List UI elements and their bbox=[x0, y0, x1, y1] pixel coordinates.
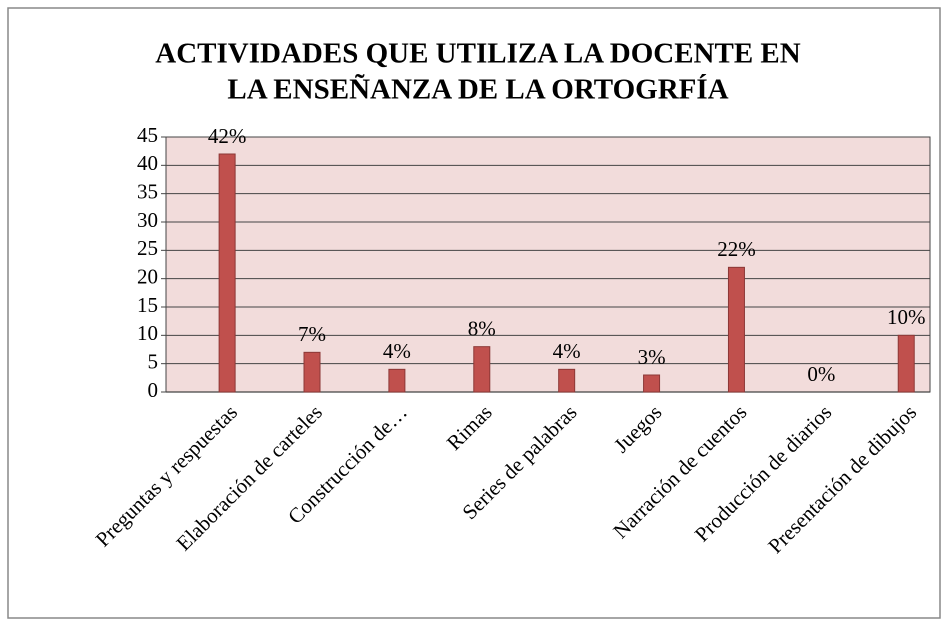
y-tick-label: 30 bbox=[137, 208, 158, 232]
data-label: 10% bbox=[887, 305, 926, 329]
data-label: 42% bbox=[208, 124, 247, 148]
y-tick-label: 40 bbox=[137, 151, 158, 175]
bar bbox=[727, 266, 745, 393]
bar bbox=[388, 368, 406, 393]
bar bbox=[897, 334, 915, 393]
bar bbox=[218, 153, 236, 393]
chart-title: LA ENSEÑANZA DE LA ORTOGRFÍA bbox=[227, 73, 728, 106]
y-tick-label: 35 bbox=[137, 179, 158, 203]
y-tick-label: 45 bbox=[137, 123, 158, 147]
data-label: 3% bbox=[638, 345, 666, 369]
y-tick-label: 15 bbox=[137, 293, 158, 317]
y-tick-label: 20 bbox=[137, 264, 158, 288]
chart-title: ACTIVIDADES QUE UTILIZA LA DOCENTE EN bbox=[155, 38, 800, 70]
data-label: 8% bbox=[468, 316, 496, 340]
y-tick-label: 10 bbox=[137, 321, 158, 345]
bar bbox=[473, 346, 491, 393]
y-tick-label: 25 bbox=[137, 236, 158, 260]
data-label: 0% bbox=[807, 362, 835, 386]
data-label: 22% bbox=[717, 237, 756, 261]
bar bbox=[303, 351, 321, 393]
plot-area bbox=[165, 136, 931, 393]
bar bbox=[643, 374, 661, 393]
data-label: 4% bbox=[553, 339, 581, 363]
y-tick-label: 0 bbox=[148, 378, 159, 402]
y-tick-label: 5 bbox=[148, 349, 159, 373]
bar bbox=[558, 368, 576, 393]
data-label: 7% bbox=[298, 322, 326, 346]
data-label: 4% bbox=[383, 339, 411, 363]
